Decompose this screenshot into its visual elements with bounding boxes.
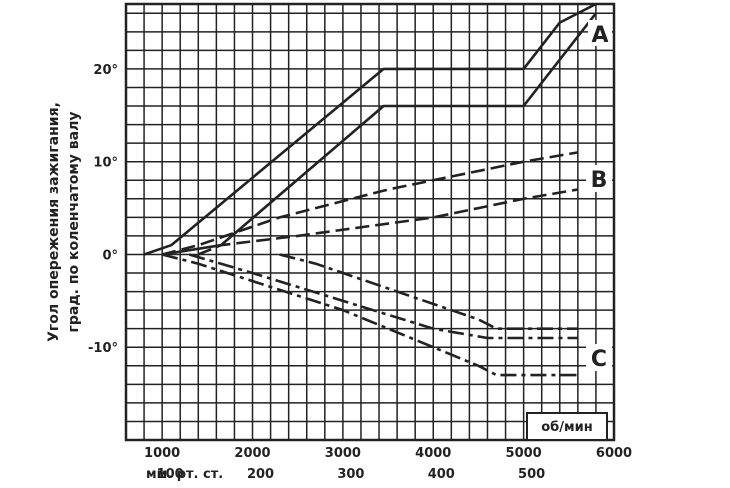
x-tick-label: 5000 bbox=[506, 446, 542, 461]
curve-label-a-bg bbox=[588, 20, 612, 46]
curve-label-b-bg bbox=[586, 165, 612, 192]
x-tick-label: 3000 bbox=[325, 446, 361, 461]
series-line-c-5 bbox=[279, 253, 578, 330]
series-line-a-0 bbox=[143, 2, 597, 256]
y-axis-title-line-1: Угол опережения зажигания, bbox=[46, 102, 62, 342]
y-tick-label: 20° bbox=[93, 63, 118, 78]
x-unit-box bbox=[526, 412, 608, 441]
x2-tick-label: 200 bbox=[247, 467, 274, 482]
y-tick-label: 0° bbox=[102, 248, 118, 263]
y-axis-title-line-2: град. по коленчатому валу bbox=[66, 112, 82, 333]
x-tick-label: 4000 bbox=[415, 446, 451, 461]
chart-frame bbox=[124, 2, 616, 442]
x-tick-label: 6000 bbox=[596, 446, 632, 461]
x-tick-label: 1000 bbox=[144, 446, 180, 461]
x2-tick-label: 100 bbox=[157, 467, 184, 482]
y-tick-label: -10° bbox=[88, 341, 118, 356]
y-axis-title: Угол опережения зажигания, град. по коле… bbox=[46, 102, 82, 342]
series-line-c-6 bbox=[161, 253, 578, 377]
chart-grid bbox=[126, 4, 614, 440]
x-tick-label: 2000 bbox=[234, 446, 270, 461]
series-line-b-3 bbox=[197, 188, 579, 256]
curve-label-b: B bbox=[591, 168, 608, 193]
y-tick-label: 10° bbox=[93, 156, 118, 171]
series-line-a-1 bbox=[161, 12, 597, 256]
tick-labels: 1000 2000 3000 4000 5000 6000 100 200 300 400 500 2… bbox=[88, 63, 632, 482]
chart-series-group bbox=[143, 2, 597, 377]
x2-tick-label: 500 bbox=[518, 467, 545, 482]
x-unit-label: об/мин bbox=[541, 420, 592, 435]
series-line-c-4 bbox=[188, 253, 578, 340]
x2-tick-label: 300 bbox=[337, 467, 364, 482]
series-line-b-2 bbox=[161, 151, 579, 256]
curve-label-c: C bbox=[591, 347, 607, 372]
curve-label-a: A bbox=[591, 23, 608, 48]
x2-axis-prefix: мм. рт. ст. bbox=[146, 467, 223, 482]
curve-label-c-bg bbox=[586, 344, 612, 371]
x2-tick-label: 400 bbox=[428, 467, 455, 482]
